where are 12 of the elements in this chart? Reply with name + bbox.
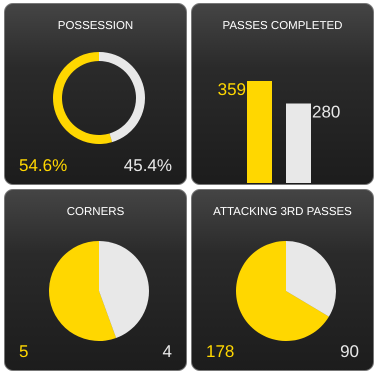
chart-title: ATTACKING 3RD PASSES	[212, 206, 353, 218]
data-label: 54.6%	[19, 156, 68, 176]
chart-title: POSSESSION	[56, 20, 134, 32]
data-label: 90	[340, 342, 359, 362]
chart-title: CORNERS	[66, 206, 126, 218]
data-label: 280	[312, 102, 340, 122]
data-label: 178	[206, 342, 234, 362]
data-label: 45.4%	[124, 156, 172, 176]
data-label: 4	[162, 342, 172, 362]
chart-title: PASSES COMPLETED	[222, 20, 344, 32]
data-label: 359	[218, 80, 246, 99]
data-label: 5	[19, 342, 28, 362]
